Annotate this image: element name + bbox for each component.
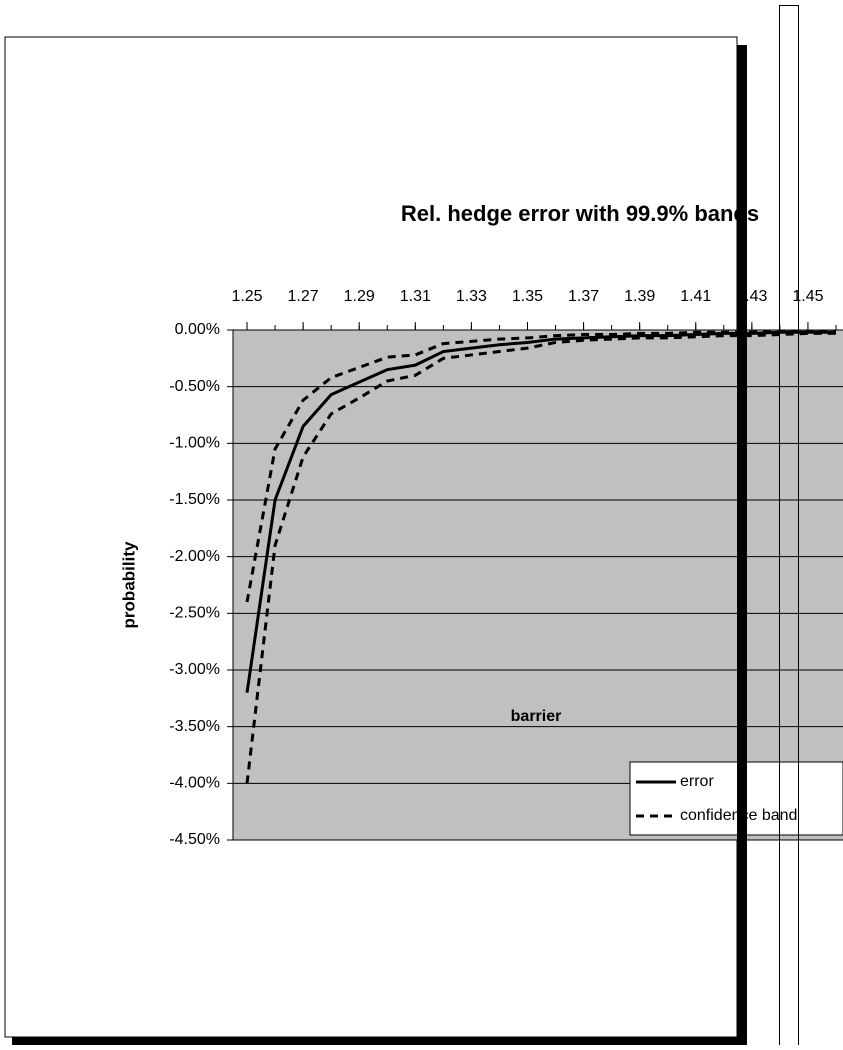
chart-title: Rel. hedge error with 99.9% bands: [401, 201, 759, 226]
y-tick-label: -2.00%: [169, 548, 220, 565]
legend-label: error: [680, 773, 714, 790]
y-tick-label: -1.00%: [169, 435, 220, 452]
x-tick-label: 1.31: [400, 288, 431, 305]
y-tick-label: -4.00%: [169, 775, 220, 792]
band-line: [245, 331, 836, 784]
frame-shadow: [737, 45, 747, 1045]
legend-box: [629, 761, 843, 836]
x-tick-label: 1.29: [344, 288, 375, 305]
y-axis-label: probability: [119, 541, 138, 628]
y-tick-label: -0.50%: [169, 378, 220, 395]
x-tick-label: 1.39: [624, 288, 655, 305]
x-tick-label: 1.35: [512, 288, 543, 305]
y-tick-label: -4.50%: [169, 831, 220, 848]
frame-shadow: [12, 1037, 747, 1045]
x-tick-label: 1.33: [456, 288, 487, 305]
y-tick-label: -3.00%: [169, 661, 220, 678]
x-tick-label: 1.27: [288, 288, 319, 305]
x-tick-label: 1.41: [680, 288, 711, 305]
y-tick-label: -1.50%: [169, 491, 220, 508]
x-axis-label: barrier: [511, 708, 562, 725]
x-tick-label: 1.37: [568, 288, 599, 305]
x-tick-label: 1.45: [792, 288, 823, 305]
y-tick-label: 0.00%: [175, 321, 220, 338]
scroll-frame: [779, 5, 799, 1050]
y-tick-label: -3.50%: [169, 718, 220, 735]
x-tick-label: 1.25: [231, 288, 262, 305]
y-tick-label: -2.50%: [169, 605, 220, 622]
